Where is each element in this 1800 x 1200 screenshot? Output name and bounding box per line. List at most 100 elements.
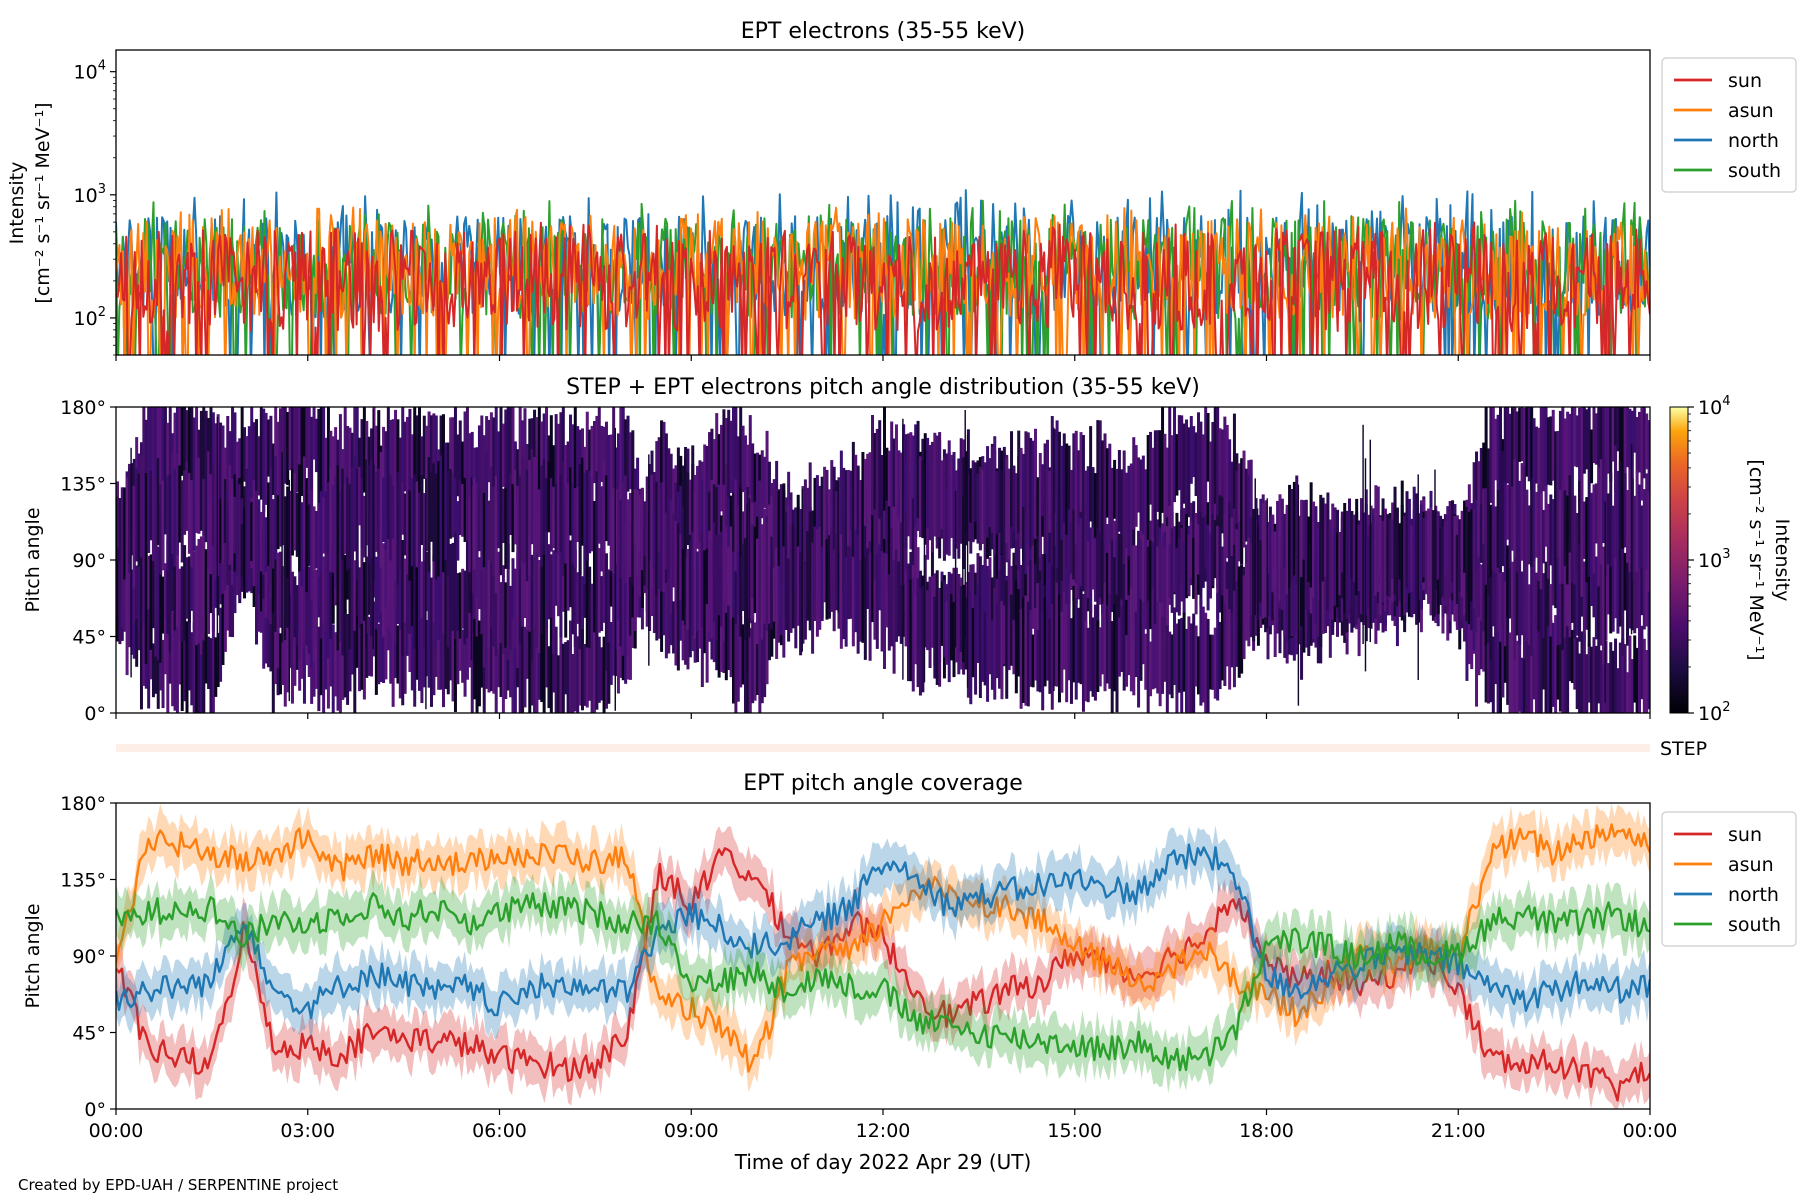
panel1-series-group [116, 189, 1650, 355]
heatmap-cell [986, 595, 990, 702]
heatmap-cell [1225, 588, 1229, 667]
heatmap-cell [662, 421, 666, 532]
heatmap-cell [1633, 635, 1637, 703]
heatmap-cell [441, 590, 445, 708]
heatmap-cell [1616, 568, 1620, 634]
heatmap-cell [803, 479, 807, 563]
heatmap-cell [394, 409, 398, 516]
heatmap-cell [1316, 527, 1320, 603]
heatmap-cell [377, 468, 381, 554]
heatmap-cell [736, 552, 740, 615]
heatmap-cell [1345, 510, 1349, 619]
heatmap-cell [815, 475, 819, 553]
panel2-title: STEP + EPT electrons pitch angle distrib… [566, 375, 1200, 400]
heatmap-cell [667, 506, 671, 579]
heatmap-cell [1132, 545, 1136, 643]
heatmap-cell [1036, 546, 1040, 639]
heatmap-cell [171, 452, 175, 554]
heatmap-cell [916, 420, 920, 519]
heatmap-cell [1520, 463, 1524, 561]
heatmap-cell [626, 499, 630, 567]
heatmap-cell [681, 549, 685, 621]
heatmap-cell [1510, 561, 1514, 660]
heatmap-cell [1103, 531, 1107, 616]
heatmap-cell [736, 436, 740, 527]
heatmap-cell [1117, 450, 1121, 532]
heatmap-cell [753, 622, 757, 701]
heatmap-cell [1628, 468, 1632, 573]
heatmap-cell [722, 621, 726, 673]
heatmap-cell [1494, 418, 1498, 481]
heatmap-cell [981, 565, 985, 682]
heatmap-cell [1153, 525, 1157, 640]
heatmap-cell [1149, 641, 1153, 697]
heatmap-cell [705, 548, 709, 604]
heatmap-cell [441, 474, 445, 573]
heatmap-cell [530, 644, 534, 706]
heatmap-cell [1067, 582, 1071, 681]
coverage-band-north [116, 825, 1650, 1045]
heatmap-cell [1477, 461, 1481, 525]
heatmap-cell [348, 427, 352, 523]
heatmap-cell [408, 408, 412, 523]
heatmap-cell [1618, 642, 1622, 713]
heatmap-cell [123, 487, 127, 580]
heatmap-cell [154, 407, 158, 497]
heatmap-cell [1175, 548, 1179, 613]
heatmap-cell [322, 606, 326, 713]
heatmap-cell [1549, 494, 1553, 566]
heatmap-cell [1201, 434, 1205, 503]
heatmap-cell [1561, 407, 1565, 498]
heatmap-cell [727, 409, 731, 506]
heatmap-cell [1604, 547, 1608, 641]
heatmap-cell [1153, 624, 1157, 689]
heatmap-cell [1367, 537, 1371, 609]
heatmap-cell [770, 536, 774, 630]
heatmap-cell [597, 548, 601, 633]
heatmap-cell [1491, 506, 1495, 571]
heatmap-cell [547, 646, 551, 709]
heatmap-cell [561, 552, 565, 612]
heatmap-cell [1017, 589, 1021, 677]
heatmap-cell [451, 617, 455, 702]
heatmap-cell [655, 481, 659, 596]
heatmap-cell [1137, 457, 1141, 513]
heatmap-cell [1369, 439, 1372, 643]
heatmap-cell [274, 605, 278, 685]
heatmap-cell [1012, 619, 1016, 675]
heatmap-cell [894, 424, 898, 504]
heatmap-cell [569, 620, 573, 713]
heatmap-cell [1645, 473, 1649, 570]
legend-label-asun: asun [1728, 100, 1774, 122]
heatmap-cell [1101, 603, 1105, 675]
heatmap-cell [283, 603, 287, 707]
heatmap-cell [185, 410, 189, 467]
heatmap-cell [734, 571, 738, 625]
heatmap-cell [420, 602, 424, 703]
heatmap-cell [331, 546, 335, 624]
heatmap-cell [1220, 429, 1224, 497]
heatmap-cell [374, 556, 378, 630]
heatmap-cell [293, 473, 297, 551]
heatmap-cell [779, 521, 783, 636]
heatmap-cell [1405, 491, 1409, 588]
heatmap-cell [207, 568, 211, 634]
heatmap-cell [453, 525, 457, 639]
heatmap-cell [1292, 557, 1296, 630]
heatmap-cell [1053, 493, 1057, 546]
heatmap-cell [286, 620, 290, 693]
heatmap-cell [859, 480, 863, 598]
heatmap-cell [458, 572, 462, 639]
heatmap-cell [638, 494, 642, 552]
heatmap-cell [1113, 557, 1117, 619]
heatmap-cell [1074, 597, 1078, 700]
heatmap-cell [298, 629, 302, 691]
heatmap-cell [616, 433, 620, 490]
heatmap-cell [192, 476, 196, 551]
heatmap-cell [573, 407, 577, 505]
heatmap-cell [1034, 608, 1037, 681]
heatmap-cell [314, 418, 318, 473]
heatmap-cell [557, 655, 561, 713]
heatmap-cell [310, 551, 314, 669]
heatmap-cell [537, 636, 541, 700]
